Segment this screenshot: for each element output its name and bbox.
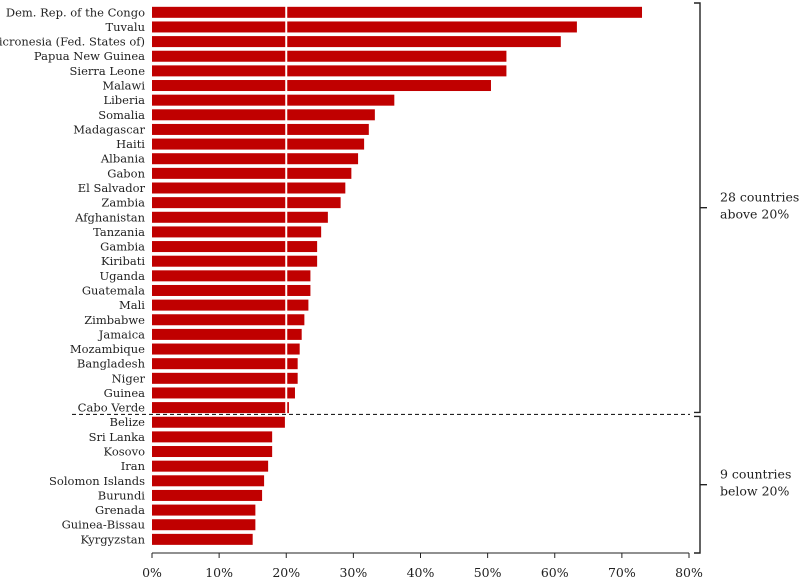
bar-6 [152, 80, 491, 92]
bar-19 [152, 270, 311, 282]
bar-36 [152, 519, 256, 531]
category-label: Jamaica [98, 327, 145, 341]
category-label: Gabon [107, 166, 145, 180]
x-tick-label: 10% [205, 565, 233, 580]
x-axis: 0% 10% 20% 30% 40% 50% 60% 70% 80% [142, 552, 703, 580]
bar-5 [152, 65, 507, 77]
category-label: Haiti [116, 137, 145, 151]
bar-28 [152, 402, 289, 414]
bar-34 [152, 489, 263, 501]
category-label: Kyrgyzstan [80, 532, 145, 546]
category-label: Zimbabwe [84, 313, 145, 327]
bar-21 [152, 299, 309, 311]
category-label: Kiribati [101, 254, 145, 268]
category-label: Sri Lanka [89, 430, 146, 444]
category-label: Solomon Islands [49, 474, 145, 488]
x-tick-label: 20% [272, 565, 300, 580]
category-label: Gambia [100, 240, 145, 254]
category-label: Guinea-Bissau [62, 518, 145, 532]
bar-17 [152, 241, 318, 253]
bar-18 [152, 255, 318, 267]
category-label: Cabo Verde [78, 401, 146, 415]
category-label: Tuvalu [105, 20, 145, 34]
x-tick-label: 70% [608, 565, 636, 580]
x-tick-label: 0% [142, 565, 162, 580]
category-label: Bangladesh [77, 357, 146, 371]
category-label: Papua New Guinea [34, 49, 145, 63]
bar-23 [152, 328, 302, 340]
bar-30 [152, 431, 273, 443]
bar-14 [152, 197, 341, 209]
category-label: Guatemala [82, 283, 145, 297]
category-label: Guinea [104, 386, 145, 400]
group-braces: 28 countries above 20% 9 countries below 20… [694, 2, 799, 554]
category-label: Somalia [98, 108, 145, 122]
bar-29 [152, 416, 285, 428]
category-label: Mozambique [70, 342, 145, 356]
bar-3 [152, 36, 561, 48]
group-label: 9 countries [720, 467, 791, 482]
bar-12 [152, 167, 352, 179]
bar-16 [152, 226, 322, 238]
bar-22 [152, 314, 305, 326]
bar-25 [152, 358, 298, 370]
category-label: Dem. Rep. of the Congo [6, 5, 145, 19]
bar-15 [152, 211, 328, 223]
category-label: Uganda [99, 269, 145, 283]
bar-24 [152, 343, 300, 355]
category-label: Sierra Leone [70, 64, 146, 78]
bar-32 [152, 460, 269, 472]
bar-27 [152, 387, 295, 399]
x-tick-label: 50% [474, 565, 502, 580]
bar-26 [152, 372, 298, 384]
category-label: Belize [110, 415, 146, 429]
bar-31 [152, 446, 273, 458]
x-tick-label: 30% [339, 565, 367, 580]
bars-layer [152, 6, 643, 545]
bar-37 [152, 533, 253, 545]
x-tick-label: 60% [541, 565, 569, 580]
category-label: Grenada [95, 503, 145, 517]
category-label: Mali [119, 298, 145, 312]
bar-20 [152, 284, 311, 296]
category-label: Iran [121, 459, 146, 473]
bar-35 [152, 504, 256, 516]
x-tick-label: 40% [407, 565, 435, 580]
group-label: above 20% [720, 207, 789, 222]
category-label: Kosovo [104, 445, 146, 459]
bar-11 [152, 153, 359, 165]
category-label: Tanzania [93, 225, 145, 239]
category-label: Niger [112, 371, 146, 385]
bar-9 [152, 123, 369, 135]
category-label: Malawi [102, 79, 145, 93]
bar-33 [152, 475, 265, 487]
bar-2 [152, 21, 577, 33]
category-label: Afghanistan [74, 210, 145, 224]
group-label: 28 countries [720, 190, 799, 205]
category-label: Burundi [98, 488, 146, 502]
group-brace [694, 415, 707, 554]
category-label: Zambia [101, 196, 145, 210]
category-label: El Salvador [78, 181, 146, 195]
category-label: Liberia [103, 93, 145, 107]
group-brace [694, 2, 707, 414]
x-tick-label: 80% [675, 565, 703, 580]
category-label: Albania [100, 152, 145, 166]
bar-7 [152, 94, 395, 106]
group-label: below 20% [720, 484, 790, 499]
category-label: Micronesia (Fed. States of) [0, 35, 145, 49]
bar-4 [152, 50, 507, 62]
bar-8 [152, 109, 375, 121]
category-label: Madagascar [73, 122, 145, 136]
bar-10 [152, 138, 365, 150]
bar-1 [152, 6, 643, 18]
bar-13 [152, 182, 346, 194]
